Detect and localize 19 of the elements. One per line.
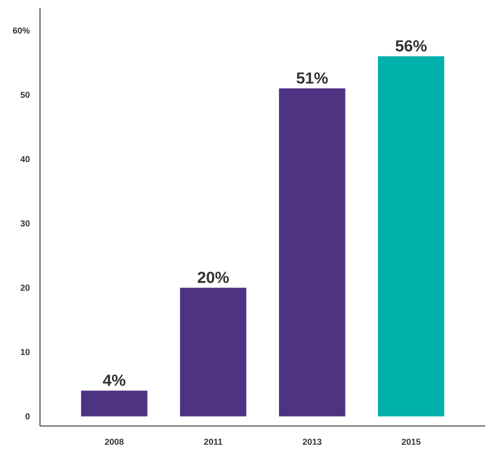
y-tick-label: 10 [20, 348, 30, 356]
y-tick-label: 0 [25, 413, 30, 420]
bar [378, 56, 444, 416]
x-tick-label: 2011 [204, 438, 222, 445]
y-tick-label: 50 [20, 92, 30, 98]
x-tick-label: 2013 [302, 438, 322, 445]
x-tick-label: 2008 [104, 438, 124, 445]
data-label: 4% [102, 374, 126, 386]
bar [81, 390, 148, 416]
x-tick-label: 2015 [402, 438, 421, 445]
data-label: 20% [198, 272, 229, 284]
bar [180, 288, 246, 416]
data-label: 56% [396, 40, 427, 52]
y-tick-label: 40 [20, 156, 30, 162]
bar [278, 88, 346, 416]
y-tick-label: 60% [12, 27, 30, 34]
data-label: 51% [296, 72, 328, 84]
y-tick-label: 30 [20, 220, 30, 227]
y-tick-label: 20 [20, 284, 30, 291]
